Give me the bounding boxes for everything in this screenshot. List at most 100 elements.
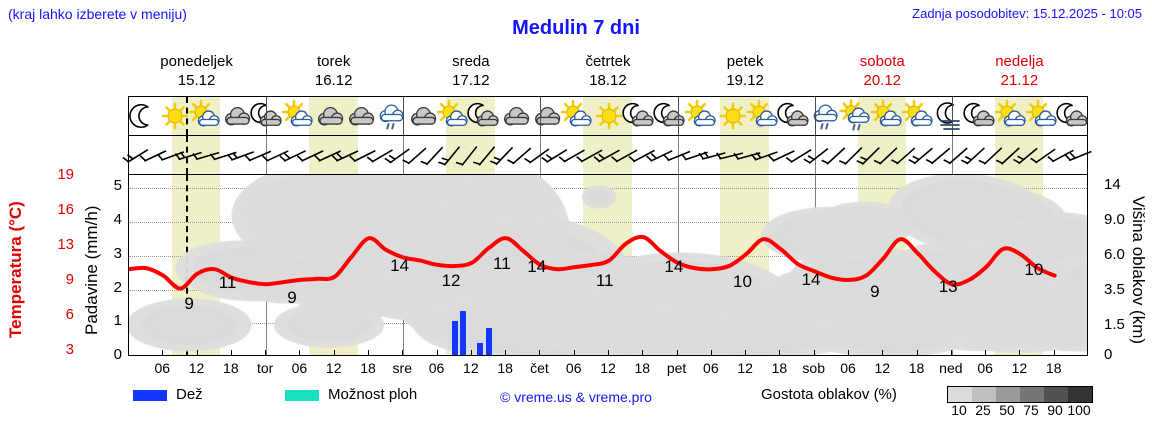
precipitation-tick: 4 [113,211,122,229]
time-tick: 06 [703,360,719,376]
day-separator [951,97,953,135]
time-tick-mark [813,350,815,356]
sun-cloud-icon [436,99,470,133]
sun-cloud-icon [560,99,594,133]
temperature-value-label: 10 [1024,260,1044,280]
time-tick: pet [666,360,687,376]
day-separator [677,136,679,174]
sun-cloud-icon [684,99,718,133]
time-tick-mark [1053,350,1055,356]
daylight-band [583,136,632,174]
time-tick: 18 [497,360,513,376]
time-tick: tor [256,360,274,376]
sun-cloud-icon [1025,99,1059,133]
day-name: torek [317,53,351,70]
time-tick-mark [299,350,301,356]
temperature-value-label: 12 [441,270,461,290]
time-tick-mark [950,350,952,356]
cloud-density-tick: 90 [1047,402,1063,418]
day-separator [540,97,542,135]
day-separator [951,136,953,174]
cloud-icon [314,101,346,133]
cloud-density-tick: 75 [1023,402,1039,418]
sun-cloud-icon [282,99,315,133]
cloud-height-tick: 1.5 [1104,316,1125,333]
cloud-height-tick: 6.0 [1104,246,1125,263]
copyright-label[interactable]: © vreme.us & vreme.pro [500,389,652,405]
day-separator [814,97,816,135]
time-tick: 12 [600,360,616,376]
temperature-tick: 3 [65,341,74,358]
weather-icon-row [128,96,1088,136]
day-separator [266,97,268,135]
moon-fog-icon [934,101,966,133]
day-header-petek: petek 19.12 [677,52,814,90]
time-tick: 12 [874,360,891,376]
time-tick-mark [916,350,918,356]
time-tick: sob [802,360,825,376]
day-separator [266,136,268,174]
sun-cloud-icon [746,99,780,133]
time-tick: 18 [360,360,376,376]
day-date: 17.12 [452,72,490,89]
day-name: sreda [452,53,490,70]
time-tick-mark [882,350,884,356]
time-tick-mark [779,350,781,356]
day-header-nedelja: nedelja 21.12 [951,52,1088,90]
day-header-row: ponedeljek 15.12 torek 16.12 sreda 17.12 četrt… [128,52,1088,94]
cloud-density-step [996,387,1020,402]
temperature-value-label: 10 [733,272,752,291]
sun-cloud-icon [189,99,222,133]
temperature-value-label: 13 [938,277,958,297]
day-name: petek [726,53,764,70]
cloud-density-step [948,387,972,402]
time-tick: 18 [908,360,925,376]
cloud-density-step [972,387,996,402]
daylight-band [994,136,1044,174]
time-tick: 06 [565,360,582,376]
day-date: 19.12 [726,72,764,89]
time-tick: 12 [325,360,342,376]
time-tick-mark [710,350,712,356]
precipitation-tick: 5 [113,177,122,195]
temperature-curve [129,234,1057,291]
time-tick: 06 [154,360,171,376]
cloud-rain-icon [376,101,408,133]
temperature-tick: 9 [65,271,74,288]
wind-barb-row [122,136,1092,174]
precipitation-tick: 0 [113,346,122,363]
time-tick-mark [539,350,541,356]
time-tick: 06 [291,360,308,376]
daylight-band [720,136,769,174]
moon-cloud-icon [467,101,501,133]
day-header-sobota: sobota 20.12 [814,52,951,90]
meteogram-plot: 9 11 9 14 12 11 14 11 14 10 14 9 13 10 [128,174,1088,356]
time-tick: 06 [977,360,993,376]
day-separator [403,136,405,174]
cloud-icon [345,101,377,133]
sun-cloud-icon [870,99,904,133]
time-tick: sre [392,360,412,376]
current-time-marker [186,97,189,135]
time-tick: 12 [737,360,753,376]
time-tick: 18 [634,360,651,376]
precipitation-tick: 3 [113,244,122,262]
cloud-icon [500,101,532,133]
time-tick-mark [676,350,678,356]
precipitation-axis-title: Padavine (mm/h) [82,205,101,335]
day-date: 21.12 [1000,72,1039,89]
showers-legend-label: Možnost ploh [328,386,418,403]
time-tick-mark [985,350,987,356]
time-tick: 06 [428,360,445,376]
temperature-tick: 16 [57,201,74,218]
precipitation-tick: 2 [113,278,122,296]
cloud-height-tick: 14 [1104,176,1121,193]
day-separator [403,97,405,135]
time-tick-mark [333,350,335,356]
time-tick-mark [230,350,232,356]
time-tick: 12 [463,360,479,376]
time-tick-mark [608,350,609,356]
time-tick-mark [436,350,438,356]
day-separator [814,136,816,174]
cloud-density-tick: 50 [999,402,1015,418]
